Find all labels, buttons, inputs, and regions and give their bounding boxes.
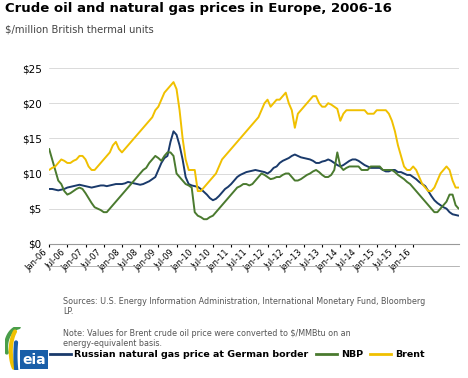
Text: $/million British thermal units: $/million British thermal units — [5, 25, 154, 34]
Text: Note: Values for Brent crude oil price were converted to $/MMBtu on an
energy-eq: Note: Values for Brent crude oil price w… — [63, 329, 351, 348]
Legend: Russian natural gas price at German border, NBP, Brent: Russian natural gas price at German bord… — [50, 350, 424, 359]
Text: eia: eia — [22, 353, 45, 367]
Text: Sources: U.S. Energy Information Administration, International Monetary Fund, Bl: Sources: U.S. Energy Information Adminis… — [63, 297, 425, 316]
Text: Crude oil and natural gas prices in Europe, 2006-16: Crude oil and natural gas prices in Euro… — [5, 2, 392, 15]
